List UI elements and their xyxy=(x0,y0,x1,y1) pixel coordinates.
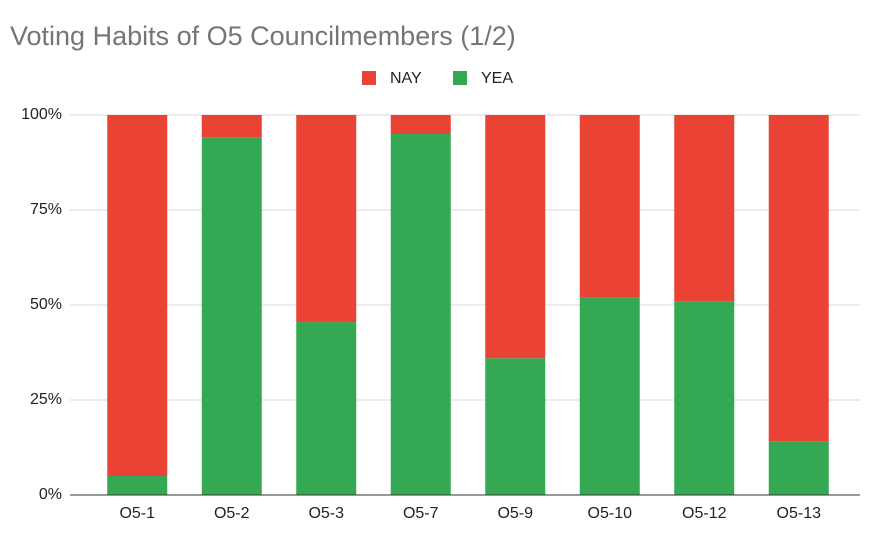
x-tick-label: O5-10 xyxy=(588,505,633,522)
y-tick-label: 75% xyxy=(30,201,62,218)
legend-label: NAY xyxy=(390,70,422,87)
y-tick-label: 25% xyxy=(30,391,62,408)
x-tick-label: O5-12 xyxy=(682,505,727,522)
legend-label: YEA xyxy=(481,70,513,87)
bar-segment xyxy=(107,476,168,495)
x-tick-label: O5-7 xyxy=(403,505,439,522)
x-tick-label: O5-9 xyxy=(497,505,533,522)
x-tick-label: O5-1 xyxy=(119,505,155,522)
bar-segment xyxy=(296,322,357,495)
bar-segment xyxy=(579,297,640,495)
legend-swatch xyxy=(362,71,376,85)
bar-segment xyxy=(390,134,451,495)
legend-swatch xyxy=(453,71,467,85)
bar-segment xyxy=(768,115,829,442)
bar-segment xyxy=(485,115,546,359)
y-tick-label: 100% xyxy=(21,106,62,123)
x-tick-label: O5-2 xyxy=(214,505,250,522)
bar-segment xyxy=(485,358,546,495)
bar-segment xyxy=(390,115,451,134)
x-tick-label: O5-13 xyxy=(777,505,822,522)
bar-segment xyxy=(296,115,357,323)
y-tick-label: 50% xyxy=(30,296,62,313)
bar-segment xyxy=(201,115,262,138)
chart-title: Voting Habits of O5 Councilmembers (1/2) xyxy=(10,21,516,51)
bar-segment xyxy=(768,441,829,495)
y-tick-label: 0% xyxy=(39,486,62,503)
bar-segment xyxy=(201,137,262,496)
bar-segment xyxy=(674,115,735,302)
bar-segment xyxy=(674,301,735,495)
bar-segment xyxy=(579,115,640,298)
x-tick-label: O5-3 xyxy=(308,505,344,522)
bar-segment xyxy=(107,115,168,476)
